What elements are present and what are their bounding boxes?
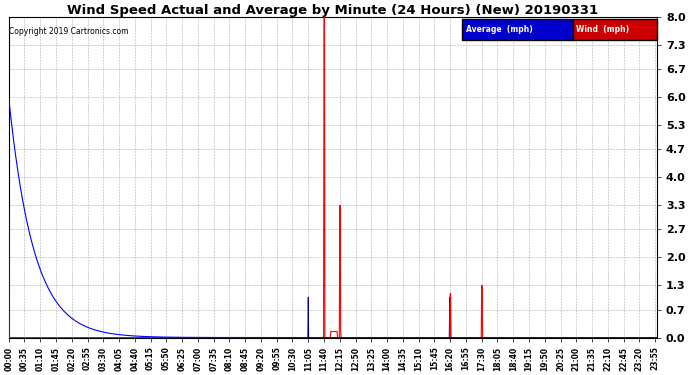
Title: Wind Speed Actual and Average by Minute (24 Hours) (New) 20190331: Wind Speed Actual and Average by Minute … [67, 4, 598, 17]
Text: Copyright 2019 Cartronics.com: Copyright 2019 Cartronics.com [9, 27, 129, 36]
Text: Wind  (mph): Wind (mph) [576, 24, 629, 33]
FancyBboxPatch shape [462, 19, 573, 40]
FancyBboxPatch shape [573, 19, 657, 40]
Text: Average  (mph): Average (mph) [466, 24, 533, 33]
